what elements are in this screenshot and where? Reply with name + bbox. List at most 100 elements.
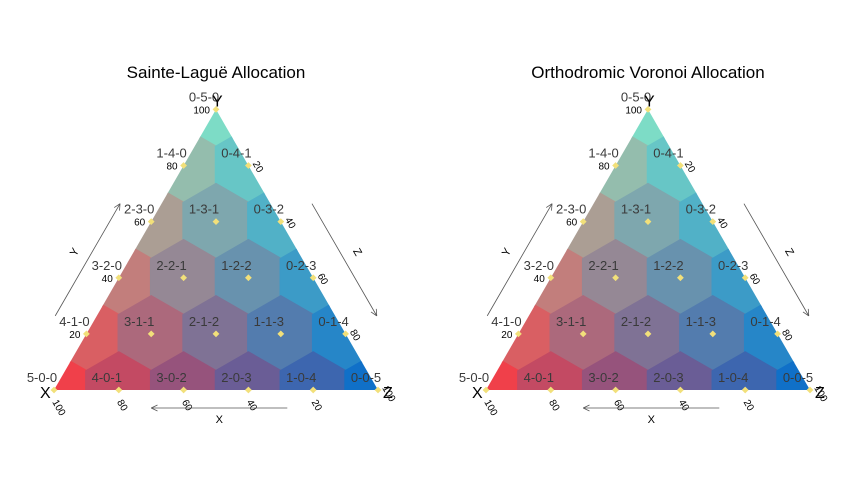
y-axis-label: Y (68, 246, 82, 259)
x-axis-tick-label: 40 (676, 398, 691, 414)
y-axis-tick-label: 40 (534, 274, 546, 285)
x-axis-tick-label: 100 (481, 398, 499, 418)
allocation-point-marker (709, 218, 717, 226)
allocation-point-marker (547, 386, 555, 394)
z-axis-tick-label: 80 (779, 328, 794, 344)
allocation-point-marker (115, 386, 123, 394)
x-axis-tick-label: 80 (546, 398, 561, 414)
allocation-point-marker (83, 330, 90, 338)
allocation-point-label: 2-3-0 (556, 202, 586, 217)
allocation-point-label: 2-3-0 (124, 202, 154, 217)
allocation-point-label: 2-0-3 (221, 370, 251, 385)
y-axis-tick-label: 20 (69, 330, 81, 341)
allocation-point-marker (309, 274, 317, 282)
z-axis-tick-label: 40 (282, 216, 297, 232)
corner-label-z: Z (815, 385, 825, 402)
allocation-point-marker (212, 106, 220, 113)
allocation-point-label: 1-0-4 (718, 370, 748, 385)
x-axis-tick-label: 100 (49, 398, 67, 418)
allocation-point-marker (245, 274, 252, 282)
z-axis-arrow-head-0 (802, 311, 810, 317)
y-axis-arrow-head-1 (546, 203, 553, 208)
allocation-point-label: 5-0-0 (459, 370, 489, 385)
ternary-chart-sainte-lague: Sainte-Laguë Allocation 0-5-0 1-4-0 0-4-1 2-… (27, 63, 398, 426)
allocation-point-marker (147, 218, 155, 226)
allocation-point-marker (277, 330, 285, 338)
allocation-point-label: 3-1-1 (124, 314, 154, 329)
corner-label-y: Y (644, 93, 655, 110)
allocation-point-marker (644, 218, 652, 226)
y-axis-tick-label: 60 (566, 218, 578, 229)
z-axis-label: Z (350, 246, 364, 258)
x-axis-arrow (583, 404, 720, 412)
ternary-chart-orthodromic-voronoi: Orthodromic Voronoi Allocation 0-5-0 1-4-0… (459, 63, 830, 426)
allocation-point-label: 0-3-2 (686, 202, 716, 217)
x-axis-arrow-head-1 (583, 407, 590, 412)
allocation-point-label: 4-0-1 (92, 370, 122, 385)
allocation-point-marker (482, 386, 490, 394)
z-axis-tick-label: 20 (682, 160, 697, 176)
y-axis-arrow-shaft (486, 203, 553, 317)
allocation-point-label: 1-4-0 (156, 146, 186, 161)
z-axis-arrow-head-1 (807, 308, 810, 316)
chart-title: Orthodromic Voronoi Allocation (531, 63, 764, 82)
allocation-point-label: 0-1-4 (750, 314, 780, 329)
allocation-point-label: 0-3-2 (254, 202, 284, 217)
allocation-point-label: 5-0-0 (27, 370, 57, 385)
allocation-point-marker (245, 386, 252, 394)
z-axis-tick-label: 80 (347, 328, 362, 344)
x-axis-arrow-head-0 (583, 404, 590, 409)
allocation-point-marker (579, 218, 587, 226)
allocation-point-label: 4-1-0 (491, 314, 521, 329)
allocation-point-marker (50, 386, 58, 394)
z-axis-arrow-shaft (311, 203, 378, 317)
allocation-point-marker (374, 386, 382, 394)
z-axis-tick-label: 20 (250, 160, 265, 176)
allocation-point-marker (774, 330, 781, 338)
z-axis-arrow (743, 203, 810, 317)
y-axis-arrow-head-0 (119, 203, 121, 211)
allocation-point-marker (709, 330, 717, 338)
allocation-point-label: 3-1-1 (556, 314, 586, 329)
allocation-point-label: 1-1-3 (254, 314, 284, 329)
y-axis-tick-label: 40 (102, 274, 114, 285)
allocation-point-label: 0-1-4 (318, 314, 348, 329)
allocation-point-label: 3-0-2 (156, 370, 186, 385)
allocation-point-marker (212, 330, 220, 338)
allocation-point-label: 4-0-1 (524, 370, 554, 385)
allocation-point-marker (612, 386, 619, 394)
x-axis-label: X (216, 414, 224, 426)
y-axis-tick-label: 100 (193, 105, 210, 116)
allocation-point-label: 1-4-0 (588, 146, 618, 161)
corner-label-x: X (40, 385, 51, 402)
corner-label-y: Y (212, 93, 223, 110)
corner-label-z: Z (383, 385, 393, 402)
y-axis-arrow-head-1 (114, 203, 121, 208)
allocation-point-label: 2-2-1 (156, 258, 186, 273)
x-axis-tick-label: 60 (179, 398, 194, 414)
x-axis-tick-label: 60 (611, 398, 626, 414)
allocation-point-label: 1-0-4 (286, 370, 316, 385)
y-axis-tick-label: 20 (501, 330, 513, 341)
z-axis-tick-label: 40 (714, 216, 729, 232)
allocation-point-marker (677, 162, 684, 169)
allocation-point-label: 0-5-0 (621, 89, 651, 104)
allocation-point-label: 0-0-5 (351, 370, 381, 385)
allocation-point-label: 3-2-0 (524, 258, 554, 273)
allocation-point-label: 3-0-2 (588, 370, 618, 385)
y-axis-arrow-shaft (54, 203, 121, 317)
y-axis-tick-label: 80 (598, 162, 610, 173)
allocation-point-label: 4-1-0 (59, 314, 89, 329)
allocation-point-marker (147, 330, 155, 338)
z-axis-tick-label: 60 (747, 272, 762, 288)
allocation-point-label: 3-2-0 (92, 258, 122, 273)
allocation-point-label: 2-1-2 (621, 314, 651, 329)
allocation-point-label: 0-2-3 (718, 258, 748, 273)
allocation-point-marker (212, 218, 220, 226)
allocation-point-label: 0-0-5 (783, 370, 813, 385)
y-axis-tick-label: 80 (166, 162, 178, 173)
y-axis-arrow (54, 203, 121, 317)
allocation-point-marker (180, 274, 187, 282)
allocation-point-marker (180, 386, 187, 394)
